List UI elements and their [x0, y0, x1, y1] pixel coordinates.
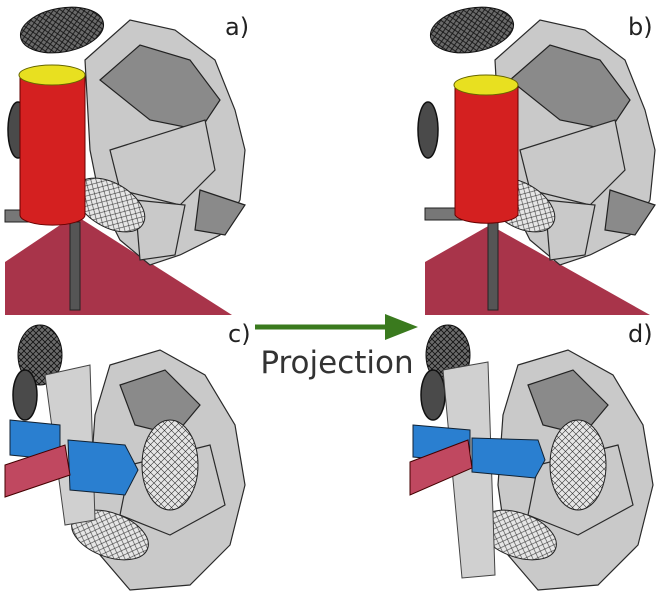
robot-hand	[418, 1, 655, 265]
panel-b: b)	[418, 1, 655, 315]
panel-c: c)	[5, 320, 251, 590]
figure: a) b) c) d) Projection	[0, 0, 656, 593]
panel-label: d)	[628, 320, 653, 348]
panel-d: d)	[410, 320, 653, 590]
arrow-head	[385, 314, 418, 340]
panel-label: b)	[628, 13, 653, 41]
cylinder-top	[19, 65, 85, 85]
panel-label: c)	[228, 320, 251, 348]
cylinder-top	[454, 75, 518, 95]
red-cylinder	[20, 75, 85, 225]
rod	[488, 222, 498, 310]
projection-arrow: Projection	[255, 314, 418, 381]
panel-a: a)	[5, 1, 249, 315]
arrow-label: Projection	[260, 345, 413, 381]
rod	[70, 222, 80, 310]
panel-label: a)	[225, 13, 249, 41]
blue-box	[472, 438, 545, 478]
red-cylinder	[455, 85, 518, 223]
